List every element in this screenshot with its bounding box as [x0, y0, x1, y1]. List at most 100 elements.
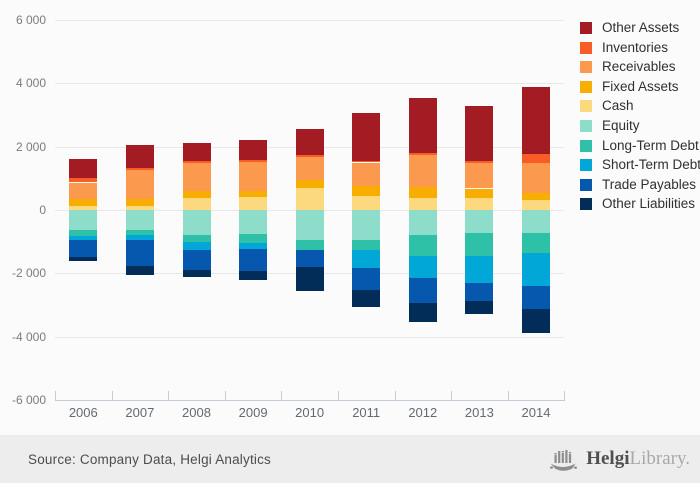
- bar-segment-inventories[interactable]: [408, 153, 437, 156]
- bar-segment-other-liabilities[interactable]: [352, 289, 381, 307]
- bar-segment-fixed-assets[interactable]: [408, 187, 437, 199]
- bar-segment-cash[interactable]: [522, 199, 550, 210]
- legend-item-trade-payables[interactable]: Trade Payables: [580, 177, 696, 193]
- bar-segment-short-term-debt[interactable]: [239, 243, 268, 249]
- legend-item-inventories[interactable]: Inventories: [580, 40, 668, 56]
- bar-segment-receivables[interactable]: [352, 162, 381, 187]
- bar-segment-receivables[interactable]: [125, 170, 154, 200]
- bar-segment-long-term-debt[interactable]: [69, 229, 98, 236]
- bar-segment-long-term-debt[interactable]: [125, 229, 154, 235]
- bar-segment-inventories[interactable]: [69, 178, 98, 183]
- bar-segment-other-liabilities[interactable]: [182, 270, 211, 278]
- bar-segment-other-assets[interactable]: [125, 145, 154, 169]
- bar-segment-trade-payables[interactable]: [352, 268, 381, 290]
- bar-segment-receivables[interactable]: [522, 163, 550, 194]
- legend-item-cash[interactable]: Cash: [580, 98, 634, 114]
- legend-item-short-term-debt[interactable]: Short-Term Debt: [580, 157, 700, 173]
- bar-segment-other-assets[interactable]: [522, 86, 550, 154]
- bar-segment-short-term-debt[interactable]: [125, 235, 154, 241]
- bar-segment-equity[interactable]: [239, 210, 268, 234]
- bar-segment-long-term-debt[interactable]: [182, 235, 211, 242]
- legend-item-other-assets[interactable]: Other Assets: [580, 20, 679, 36]
- bar-segment-trade-payables[interactable]: [239, 248, 268, 271]
- bar-segment-short-term-debt[interactable]: [465, 255, 494, 284]
- legend-item-receivables[interactable]: Receivables: [580, 59, 676, 75]
- bar-segment-receivables[interactable]: [239, 161, 268, 191]
- bar-segment-other-assets[interactable]: [465, 105, 494, 162]
- bar-segment-fixed-assets[interactable]: [522, 193, 550, 200]
- bar-segment-receivables[interactable]: [69, 182, 98, 200]
- bar-segment-equity[interactable]: [69, 210, 98, 230]
- bar-segment-other-liabilities[interactable]: [69, 256, 98, 261]
- bar-segment-inventories[interactable]: [182, 161, 211, 163]
- legend-item-equity[interactable]: Equity: [580, 118, 640, 134]
- bar-segment-other-assets[interactable]: [182, 142, 211, 162]
- bar-segment-inventories[interactable]: [465, 161, 494, 163]
- bar-segment-short-term-debt[interactable]: [69, 236, 98, 241]
- bar-segment-trade-payables[interactable]: [522, 285, 550, 310]
- bar-segment-equity[interactable]: [125, 210, 154, 230]
- bar-segment-cash[interactable]: [125, 206, 154, 210]
- bar-segment-fixed-assets[interactable]: [239, 191, 268, 197]
- bar-segment-long-term-debt[interactable]: [239, 233, 268, 244]
- bar-segment-long-term-debt[interactable]: [295, 240, 324, 251]
- bar-segment-long-term-debt[interactable]: [352, 239, 381, 250]
- bar-segment-equity[interactable]: [522, 210, 550, 234]
- bar-segment-inventories[interactable]: [239, 160, 268, 162]
- bar-segment-long-term-debt[interactable]: [408, 235, 437, 256]
- bar-segment-short-term-debt[interactable]: [522, 252, 550, 286]
- bar-segment-cash[interactable]: [182, 198, 211, 210]
- helgi-library-logo[interactable]: HelgiLibrary.: [549, 435, 690, 483]
- bar-segment-other-assets[interactable]: [352, 113, 381, 161]
- legend-item-other-liabilities[interactable]: Other Liabilities: [580, 196, 695, 212]
- bar-segment-other-assets[interactable]: [408, 97, 437, 154]
- bar-segment-equity[interactable]: [465, 210, 494, 233]
- bar-segment-cash[interactable]: [352, 196, 381, 210]
- bar-segment-equity[interactable]: [352, 210, 381, 240]
- bar-segment-receivables[interactable]: [465, 162, 494, 189]
- bar-segment-fixed-assets[interactable]: [465, 188, 494, 198]
- bar-segment-other-liabilities[interactable]: [239, 271, 268, 280]
- bar-segment-short-term-debt[interactable]: [182, 242, 211, 250]
- bar-segment-equity[interactable]: [295, 210, 324, 241]
- bar-segment-receivables[interactable]: [295, 157, 324, 180]
- bar-segment-other-assets[interactable]: [69, 159, 98, 179]
- bar-segment-equity[interactable]: [182, 210, 211, 235]
- bar-segment-fixed-assets[interactable]: [182, 191, 211, 198]
- bar-segment-trade-payables[interactable]: [408, 278, 437, 304]
- bar-segment-other-liabilities[interactable]: [522, 309, 550, 334]
- bar-segment-fixed-assets[interactable]: [125, 199, 154, 206]
- bar-segment-other-assets[interactable]: [239, 140, 268, 161]
- bar-segment-equity[interactable]: [408, 210, 437, 235]
- bar-segment-inventories[interactable]: [352, 160, 381, 163]
- bar-segment-inventories[interactable]: [295, 155, 324, 158]
- bar-segment-cash[interactable]: [408, 198, 437, 210]
- bar-segment-cash[interactable]: [295, 188, 324, 210]
- bar-segment-other-liabilities[interactable]: [465, 301, 494, 315]
- bar-segment-trade-payables[interactable]: [295, 250, 324, 268]
- bar-segment-trade-payables[interactable]: [125, 240, 154, 267]
- bar-segment-cash[interactable]: [465, 197, 494, 210]
- bar-segment-inventories[interactable]: [522, 154, 550, 164]
- bar-segment-trade-payables[interactable]: [182, 249, 211, 271]
- bar-segment-inventories[interactable]: [125, 168, 154, 171]
- bar-segment-other-liabilities[interactable]: [295, 267, 324, 291]
- bar-segment-cash[interactable]: [239, 196, 268, 210]
- bar-segment-fixed-assets[interactable]: [69, 199, 98, 207]
- bar-segment-trade-payables[interactable]: [69, 240, 98, 257]
- bar-segment-cash[interactable]: [69, 206, 98, 210]
- bar-segment-fixed-assets[interactable]: [295, 180, 324, 189]
- bar-segment-short-term-debt[interactable]: [352, 249, 381, 269]
- bar-segment-trade-payables[interactable]: [465, 283, 494, 302]
- legend-item-fixed-assets[interactable]: Fixed Assets: [580, 79, 679, 95]
- bar-segment-short-term-debt[interactable]: [408, 255, 437, 279]
- bar-segment-fixed-assets[interactable]: [352, 186, 381, 197]
- bar-segment-receivables[interactable]: [182, 163, 211, 191]
- bar-segment-long-term-debt[interactable]: [465, 232, 494, 256]
- bar-segment-long-term-debt[interactable]: [522, 233, 550, 253]
- bar-segment-other-liabilities[interactable]: [408, 303, 437, 323]
- legend-item-long-term-debt[interactable]: Long-Term Debt: [580, 138, 699, 154]
- bar-segment-other-assets[interactable]: [295, 129, 324, 156]
- bar-segment-receivables[interactable]: [408, 155, 437, 188]
- bar-segment-other-liabilities[interactable]: [125, 266, 154, 275]
